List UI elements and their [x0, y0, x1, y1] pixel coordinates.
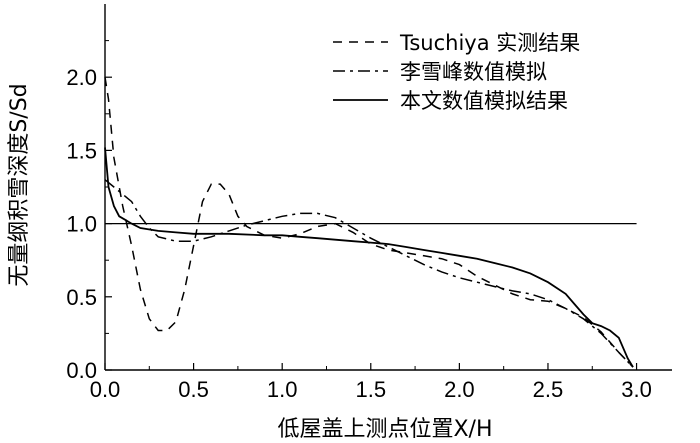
x-axis-label: 低屋盖上测点位置X/H — [277, 417, 492, 442]
x-tick-label: 0.5 — [178, 377, 209, 402]
series-line-1 — [104, 77, 634, 368]
y-tick-label: 1.5 — [66, 138, 97, 163]
x-tick-label: 0.0 — [90, 377, 121, 402]
x-tick-label: 1.5 — [355, 377, 386, 402]
x-tick-label: 2.0 — [444, 377, 475, 402]
legend-label-3: 本文数值模拟结果 — [400, 89, 568, 113]
axes — [104, 4, 672, 371]
y-tick-label: 0.0 — [66, 358, 97, 383]
series-line-2 — [104, 179, 634, 368]
y-tick-label: 2.0 — [66, 65, 97, 90]
series-group — [104, 77, 634, 368]
series-line-3 — [104, 147, 634, 368]
y-tick-label: 0.5 — [66, 285, 97, 310]
legend-label-2: 李雪峰数值模拟 — [400, 60, 547, 84]
y-tick-label: 1.0 — [66, 212, 97, 237]
legend-label-1: Tsuchiya 实测结果 — [399, 31, 580, 55]
x-tick-label: 3.0 — [621, 377, 652, 402]
y-axis-label: 无量纲积雪深度S/Sd — [7, 83, 32, 286]
x-tick-label: 2.5 — [533, 377, 564, 402]
x-tick-label: 1.0 — [267, 377, 298, 402]
ticks: 0.0 0.5 1.0 1.5 2.0 2.5 3.0 0.0 0.5 1.0 1.5 2.0 — [66, 40, 652, 402]
